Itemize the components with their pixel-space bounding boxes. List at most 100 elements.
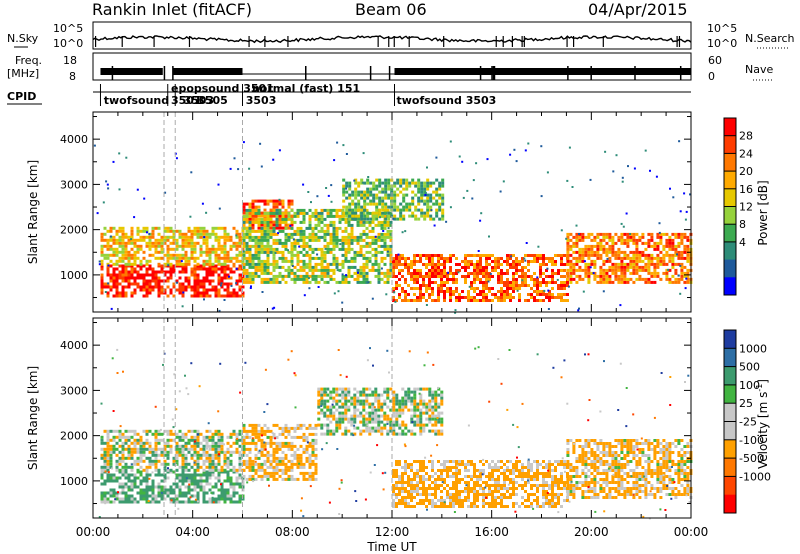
data-cell — [551, 257, 554, 260]
data-cell — [623, 262, 627, 266]
data-cell — [202, 282, 206, 286]
data-cell — [190, 482, 194, 486]
data-cell — [245, 202, 249, 206]
data-cell — [416, 272, 419, 275]
data-cell — [359, 429, 363, 433]
data-cell — [420, 187, 424, 191]
data-cell — [524, 281, 527, 284]
data-cell — [374, 429, 378, 433]
data-cell — [434, 396, 438, 400]
data-cell — [590, 271, 594, 275]
data-cell — [260, 474, 264, 478]
data-cell — [263, 271, 267, 275]
data-cell — [554, 272, 557, 275]
data-cell — [211, 485, 215, 489]
data-cell — [124, 232, 128, 236]
data-cell — [482, 275, 485, 278]
data-cell — [124, 429, 128, 433]
data-cell — [314, 426, 318, 430]
data-cell — [112, 226, 116, 230]
data-cell — [281, 259, 285, 263]
data-cell — [184, 244, 188, 248]
data-cell — [392, 263, 395, 266]
data-cell — [668, 268, 672, 272]
data-cell — [299, 250, 303, 254]
data-cell — [160, 488, 164, 492]
data-cell — [602, 268, 606, 272]
data-cell — [326, 226, 330, 230]
data-cell — [193, 468, 197, 472]
data-cell — [440, 254, 443, 257]
data-cell — [193, 444, 197, 448]
data-cell — [536, 278, 539, 281]
data-cell — [106, 432, 110, 436]
data-cell — [154, 465, 158, 469]
data-cell — [196, 288, 200, 292]
data-cell — [308, 441, 312, 445]
data-cell — [217, 429, 221, 433]
data-cell — [428, 296, 431, 299]
data-cell — [626, 238, 630, 242]
data-cell — [175, 450, 179, 454]
data-cell — [572, 265, 576, 269]
data-cell — [404, 393, 408, 397]
data-cell — [124, 494, 128, 498]
data-cell — [157, 264, 161, 268]
data-cell — [127, 453, 131, 457]
data-cell — [353, 426, 357, 430]
data-cell — [383, 247, 387, 251]
data-cell — [208, 264, 212, 268]
data-cell — [193, 482, 197, 486]
data-cell — [115, 262, 119, 266]
data-cell — [205, 444, 209, 448]
data-cell — [389, 274, 393, 278]
data-cell — [518, 296, 521, 299]
data-cell — [287, 211, 291, 215]
data-cell — [166, 450, 170, 454]
data-cell — [392, 408, 396, 412]
data-cell — [118, 450, 122, 454]
data-cell — [257, 429, 261, 433]
data-cell — [524, 278, 527, 281]
data-cell — [683, 265, 687, 269]
data-cell — [178, 264, 182, 268]
data-cell — [686, 256, 690, 260]
data-cell — [112, 262, 116, 266]
data-cell — [133, 429, 137, 433]
data-cell — [166, 279, 170, 283]
data-cell — [398, 487, 401, 490]
data-cell — [632, 265, 636, 269]
data-cell — [638, 253, 642, 257]
data-cell — [308, 280, 312, 284]
data-cell — [638, 265, 642, 269]
data-cell — [551, 278, 554, 281]
data-cell — [272, 211, 276, 215]
noise-cell — [604, 150, 607, 153]
data-cell — [320, 396, 324, 400]
data-cell — [566, 235, 570, 239]
data-cell — [332, 405, 336, 409]
data-cell — [351, 193, 355, 197]
data-cell — [136, 500, 140, 504]
data-cell — [494, 266, 497, 269]
data-cell — [491, 299, 494, 302]
data-cell — [479, 290, 482, 293]
noise-cell — [345, 187, 348, 190]
noise-cell — [218, 207, 221, 210]
data-cell — [377, 232, 381, 236]
data-cell — [205, 470, 209, 474]
data-cell — [332, 229, 336, 233]
data-cell — [127, 456, 131, 460]
data-cell — [557, 296, 560, 299]
data-cell — [332, 411, 336, 415]
data-cell — [458, 269, 461, 272]
noise-cell — [487, 280, 490, 283]
data-cell — [202, 491, 206, 495]
data-cell — [473, 287, 476, 290]
data-cell — [205, 465, 209, 469]
data-cell — [133, 438, 137, 442]
data-cell — [175, 247, 179, 251]
data-cell — [109, 247, 113, 251]
data-cell — [326, 271, 330, 275]
data-cell — [416, 408, 420, 412]
